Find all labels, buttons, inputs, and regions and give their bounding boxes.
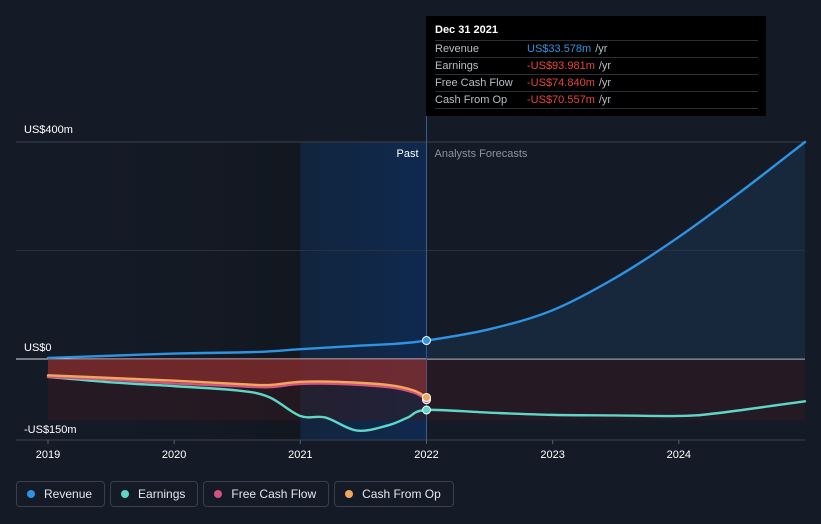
tooltip-row: Revenue US$33.578m/yr (435, 40, 758, 57)
y-label-zero: US$0 (24, 342, 52, 354)
past-label: Past (396, 148, 418, 160)
earnings-line (46, 375, 807, 433)
x-tick-label: 2020 (162, 449, 186, 461)
tooltip-value: -US$93.981m (527, 60, 595, 72)
legend-item-revenue[interactable]: Revenue (16, 481, 106, 507)
legend-dot-icon (214, 490, 223, 498)
x-tick-label: 2023 (540, 449, 564, 461)
tooltip-label: Cash From Op (435, 94, 508, 106)
forecast-label: Analysts Forecasts (435, 148, 528, 160)
y-label-bottom: -US$150m (24, 424, 77, 436)
x-tick-label: 2022 (414, 449, 438, 461)
tooltip-unit: /yr (595, 43, 608, 55)
earnings-marker (422, 405, 431, 415)
cash-from-op-marker (422, 393, 431, 403)
tooltip-label: Revenue (435, 43, 480, 55)
cash-from-op-line (46, 374, 428, 399)
legend-dot-icon (121, 490, 130, 498)
tooltip-divider (435, 108, 758, 125)
tooltip-value: -US$70.557m (527, 94, 595, 106)
revenue-line (46, 140, 807, 360)
legend-item-earnings[interactable]: Earnings (110, 481, 199, 507)
tooltip-unit: /yr (598, 60, 612, 72)
x-tick-label: 2024 (667, 449, 691, 461)
legend-dot-icon (27, 490, 35, 498)
legend-dot-icon (345, 490, 354, 498)
legend-label: Cash From Op (362, 487, 441, 501)
y-label-top: US$400m (24, 124, 73, 136)
tooltip-row: Earnings -US$93.981m/yr (435, 57, 758, 74)
tooltip: Dec 31 2021 Revenue US$33.578m/yr Earnings… (426, 16, 766, 116)
legend-item-cash-from-op[interactable]: Cash From Op (334, 481, 454, 507)
tooltip-value: US$33.578m (527, 43, 592, 55)
revenue-marker (422, 336, 431, 346)
cash-from-op-area (48, 359, 427, 398)
legend-item-free-cash-flow[interactable]: Free Cash Flow (203, 481, 330, 507)
free-cash-flow-area (48, 359, 427, 400)
legend-label: Revenue (44, 487, 93, 501)
legend: Revenue Earnings Free Cash Flow Cash From O… (16, 481, 454, 507)
legend-label: Earnings (138, 487, 186, 501)
tooltip-label: Free Cash Flow (435, 77, 513, 89)
tooltip-date: Dec 31 2021 (435, 24, 498, 36)
tooltip-label: Earnings (435, 60, 479, 72)
tooltip-unit: /yr (598, 77, 612, 89)
revenue-area (426, 142, 805, 359)
legend-label: Free Cash Flow (231, 487, 317, 501)
free-cash-flow-line (46, 375, 428, 401)
tooltip-row: Free Cash Flow -US$74.840m/yr (435, 74, 758, 91)
tooltip-value: -US$74.840m (527, 77, 595, 89)
x-tick-label: 2021 (288, 449, 312, 461)
tooltip-unit: /yr (598, 94, 612, 106)
x-tick-label: 2019 (36, 449, 60, 461)
tooltip-row: Cash From Op -US$70.557m/yr (435, 91, 758, 108)
